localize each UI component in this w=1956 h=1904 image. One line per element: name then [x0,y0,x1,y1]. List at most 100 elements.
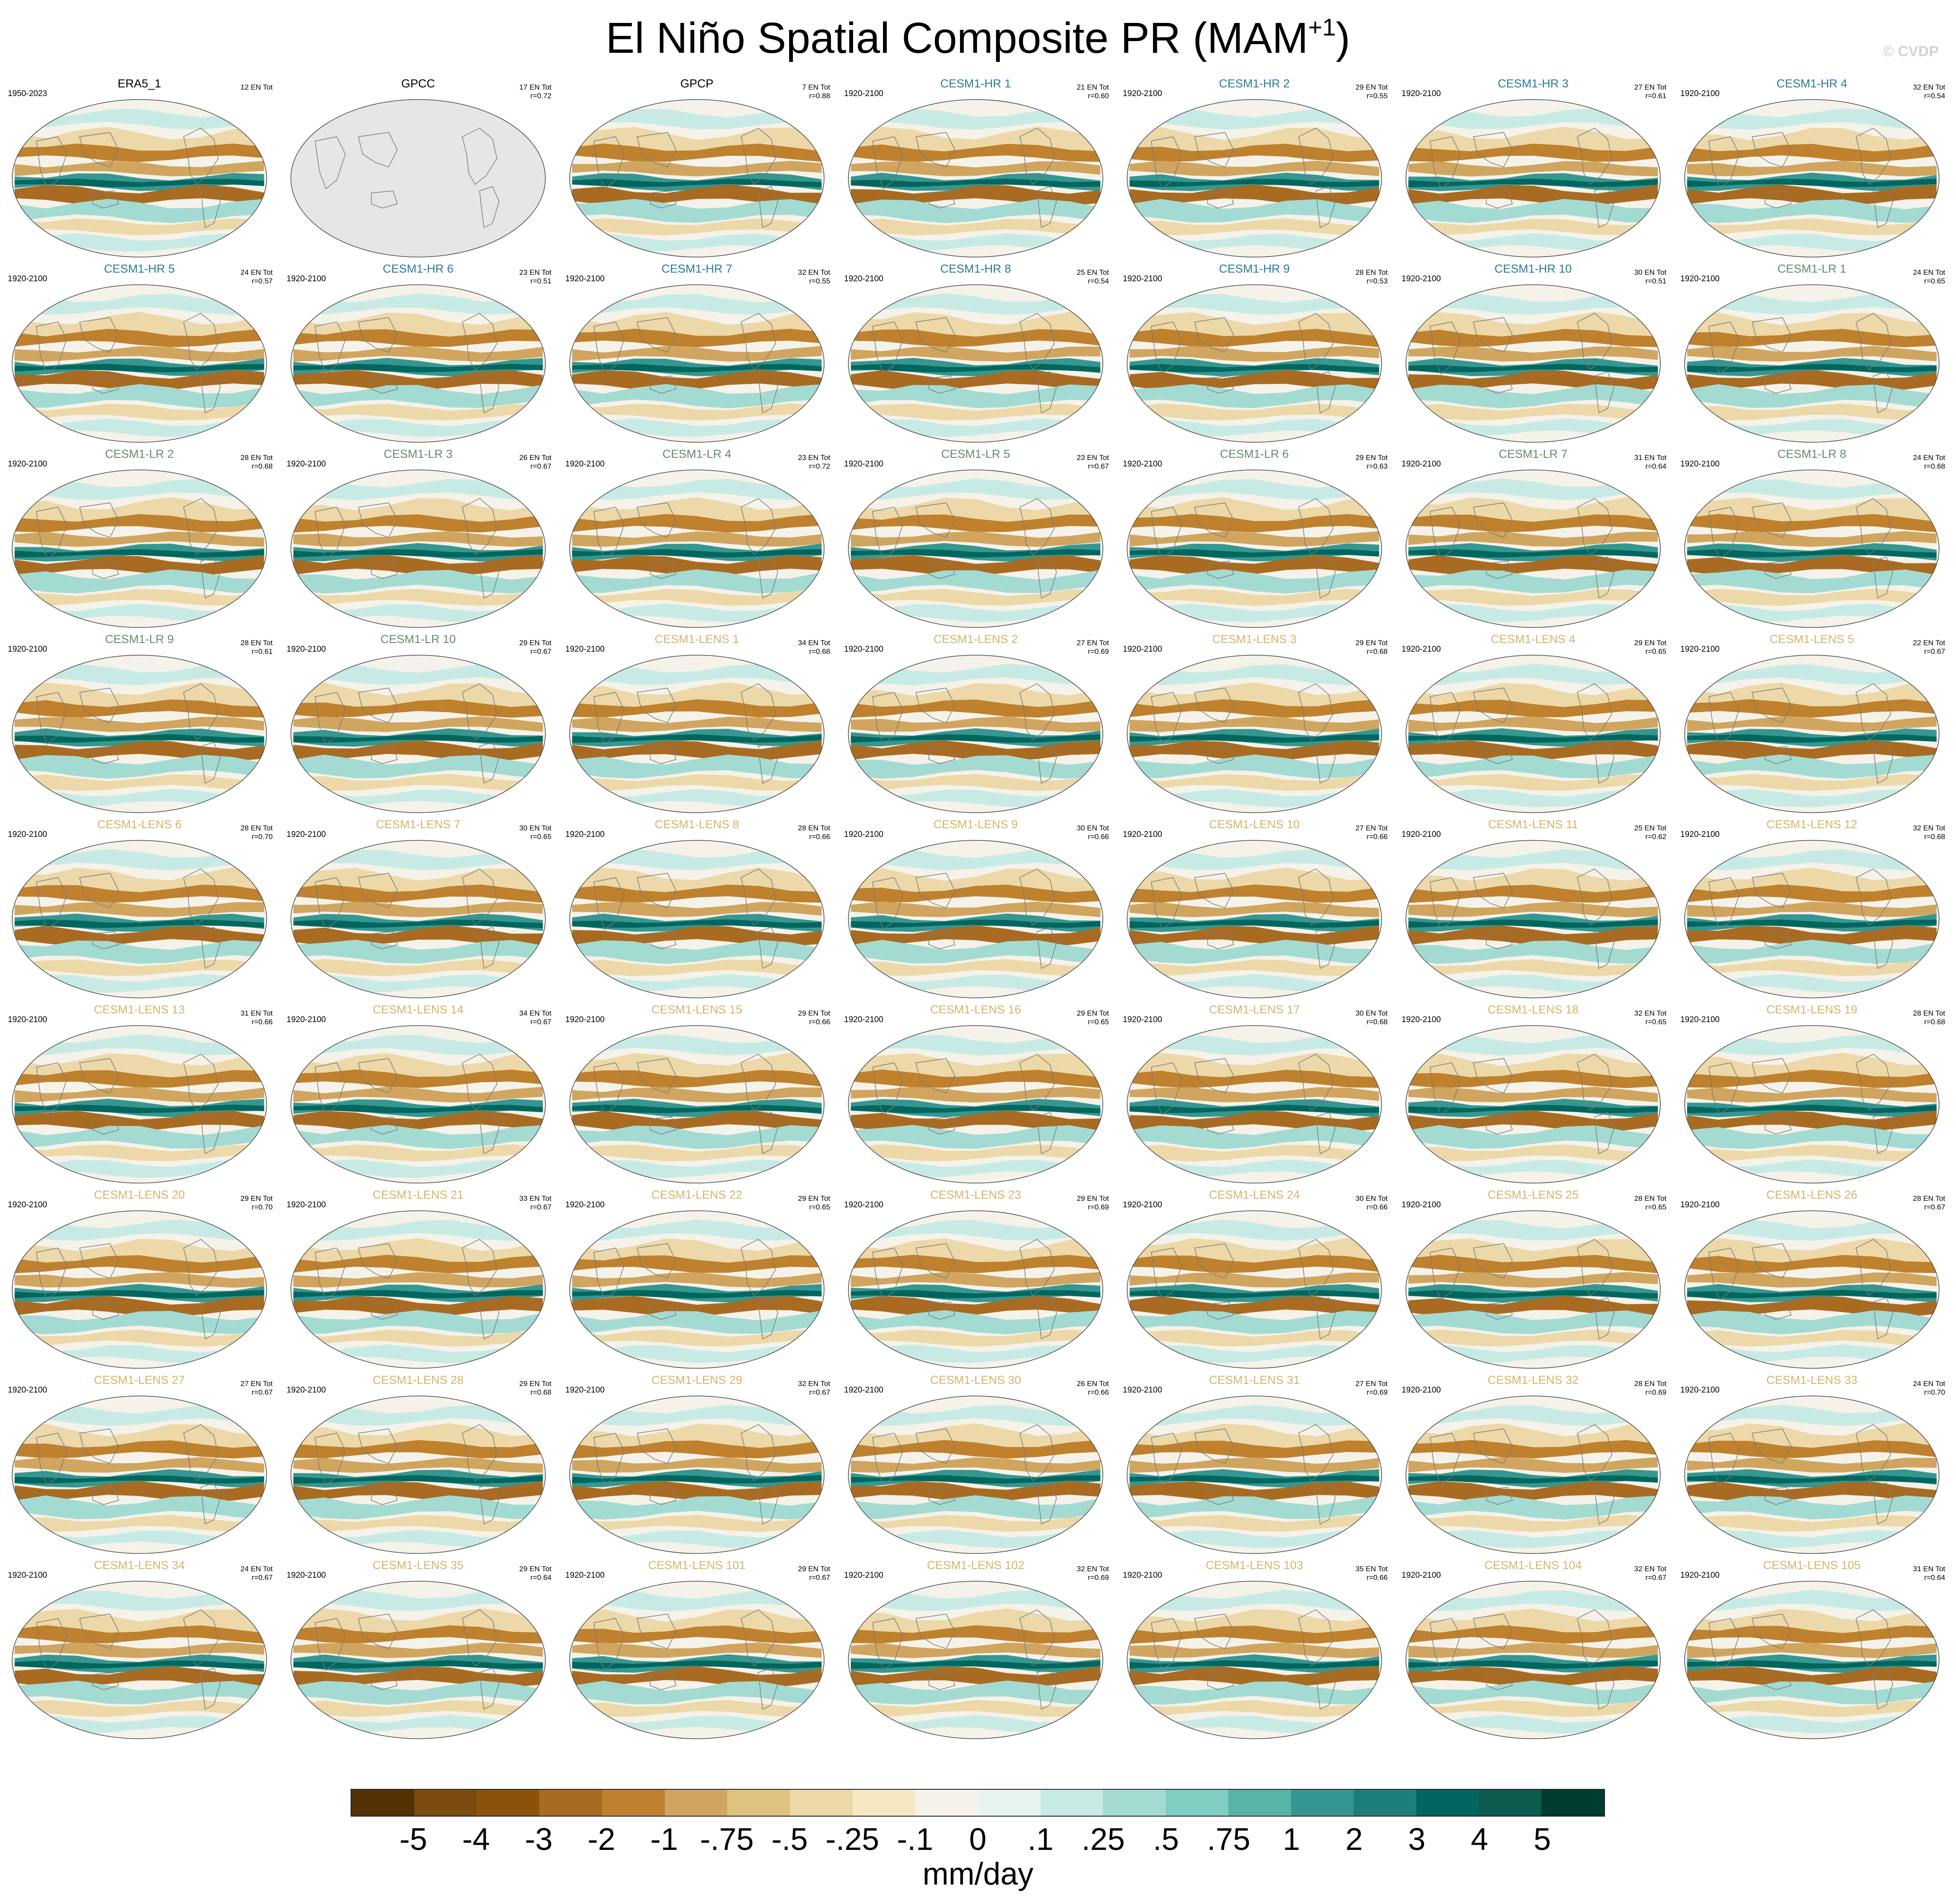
map-panel: CESM1-LENS 7 1920-2100 30 EN Tot r=0.65 [279,814,557,1000]
panel-pattern-correlation: r=0.66 [1088,1388,1109,1396]
anomaly-field [1687,108,1937,252]
map-panel: CESM1-LENS 4 1920-2100 29 EN Tot r=0.65 [1394,629,1672,814]
coastline [200,1112,221,1155]
panel-stats: 29 EN Tot r=0.69 [1077,1194,1109,1212]
panel-years: 1920-2100 [8,830,47,839]
panel-event-count: 32 EN Tot [1634,1565,1666,1573]
precip-anomaly-band [851,1290,1101,1299]
coastline [741,1424,776,1482]
coastline [315,1618,346,1671]
coastline [1577,498,1612,556]
coastline [462,1054,497,1111]
precip-anomaly-band [1687,925,1937,947]
panel-stats: 23 EN Tot r=0.51 [519,268,551,286]
global-map [12,1210,267,1369]
coastline [1430,692,1461,745]
colorbar-tick-label: -.1 [897,1822,934,1857]
coastline [92,746,119,764]
panel-years: 1920-2100 [844,460,883,469]
precip-anomaly-band [1129,1310,1379,1335]
precip-anomaly-band [1129,902,1379,917]
coastline [741,128,776,185]
precip-anomaly-band [1687,1666,1937,1687]
coastline [358,1058,398,1094]
coastline [1708,136,1740,190]
coastline [1765,1116,1792,1135]
precip-anomaly-band [1129,699,1379,718]
panel-pattern-correlation: r=0.67 [1924,647,1945,656]
panel-event-count: 30 EN Tot [519,824,551,832]
precip-anomaly-band [14,1110,264,1132]
panel-event-count: 25 EN Tot [1076,268,1109,277]
coastline [1315,1483,1336,1525]
panel-years: 1920-2100 [1123,1200,1162,1209]
precip-anomaly-band [293,1643,543,1658]
panel-stats: 30 EN Tot r=0.51 [1634,268,1666,286]
precip-anomaly-band [1687,384,1937,408]
panel-years: 1920-2100 [8,1200,47,1209]
panel-event-count: 24 EN Tot [1913,453,1945,462]
precip-anomaly-band [1408,1219,1658,1241]
precip-anomaly-band [293,1515,543,1532]
precip-anomaly-band [1129,384,1379,408]
precip-anomaly-band [1129,1087,1379,1103]
map-panel: CESM1-LENS 33 1920-2100 24 EN Tot r=0.70 [1672,1370,1951,1555]
panel-title: CESM1-LENS 102 [927,1559,1025,1572]
precip-anomaly-band [293,1423,543,1454]
coastline [758,556,778,599]
global-map [1684,470,1940,628]
coastline [371,1487,398,1505]
map-panel: CESM1-LR 3 1920-2100 26 EN Tot r=0.67 [279,444,557,629]
panel-stats: 24 EN Tot r=0.68 [1913,453,1945,471]
coastline [1856,498,1891,556]
map-panel: CESM1-LENS 30 1920-2100 26 EN Tot r=0.66 [836,1370,1115,1555]
colorbar-swatch [664,1790,728,1816]
map-border [1405,99,1661,257]
coastline [1037,186,1057,228]
precip-anomaly-band [1129,1700,1379,1717]
coastline [92,1672,119,1690]
chart-title-superscript: +1 [1308,13,1336,41]
panel-title: CESM1-LENS 6 [97,818,182,831]
coastline [637,132,677,167]
panel-stats: 22 EN Tot r=0.67 [1913,639,1945,656]
panel-years: 1920-2100 [1402,460,1441,469]
precip-anomaly-band [851,1625,1101,1644]
panel-title: CESM1-LR 7 [1498,447,1568,460]
map-border [290,840,546,998]
precip-anomaly-band [293,293,543,315]
panel-title: GPCP [680,77,714,90]
coastline [1194,132,1234,167]
map-panel: CESM1-LENS 27 1920-2100 27 EN Tot r=0.67 [0,1370,279,1555]
coastline [36,1433,67,1486]
panel-pattern-correlation: r=0.67 [530,647,551,656]
panel-pattern-correlation: r=0.61 [1645,92,1666,100]
panel-title: CESM1-LENS 15 [651,1003,743,1016]
coastline [1473,502,1513,538]
precip-anomaly-band [1687,901,1937,917]
precip-anomaly-band [851,384,1101,408]
precip-anomaly-band [1687,1069,1937,1088]
precip-anomaly-band [14,293,264,315]
precip-anomaly-band [1408,479,1658,500]
coastline [1765,1487,1792,1505]
panel-pattern-correlation: r=0.67 [251,1388,273,1396]
coastline [741,1054,776,1111]
global-map [1127,1396,1382,1554]
global-map [12,99,267,257]
colorbar-swatch [915,1790,978,1816]
colorbar-tick-label: -.75 [700,1822,754,1857]
precip-anomaly-band [293,531,543,547]
precip-anomaly-band [1408,1440,1658,1459]
map-panel: CESM1-LENS 9 1920-2100 30 EN Tot r=0.66 [836,814,1115,1000]
coastline [1765,1302,1792,1320]
panel-event-count: 27 EN Tot [1355,824,1388,832]
precip-anomaly-band [1129,1515,1379,1532]
map-panel: CESM1-LENS 104 1920-2100 32 EN Tot r=0.67 [1394,1555,1672,1740]
coastline [758,1483,778,1525]
precip-anomaly-band [1408,1457,1658,1473]
coastline [183,683,219,741]
panel-years: 1920-2100 [1123,274,1162,283]
map-panel: CESM1-HR 10 1920-2100 30 EN Tot r=0.51 [1394,259,1672,444]
cvdp-credit: © CVDP [1883,43,1939,60]
